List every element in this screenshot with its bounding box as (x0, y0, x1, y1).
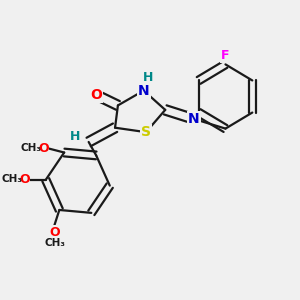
Text: F: F (221, 49, 230, 62)
Text: O: O (38, 142, 49, 154)
Text: CH₃: CH₃ (21, 143, 42, 153)
Text: CH₃: CH₃ (44, 238, 65, 248)
Text: CH₃: CH₃ (2, 175, 22, 184)
Text: H: H (143, 71, 153, 84)
Text: N: N (188, 112, 200, 126)
Text: S: S (141, 125, 151, 139)
Text: H: H (70, 130, 80, 143)
Text: O: O (91, 88, 102, 102)
Text: O: O (49, 226, 60, 239)
Text: O: O (19, 173, 30, 186)
Text: N: N (138, 84, 149, 98)
